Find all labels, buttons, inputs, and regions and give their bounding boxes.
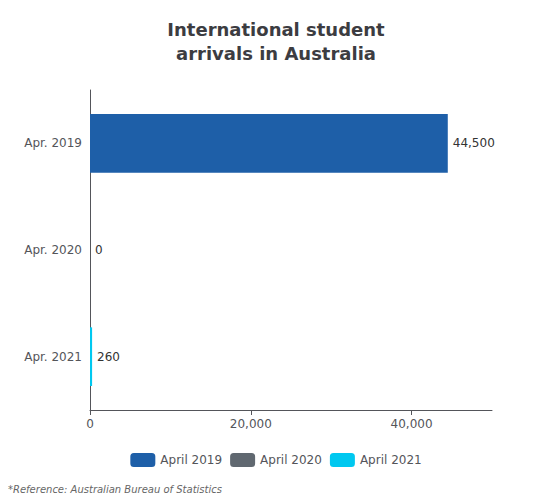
svg-text:Apr. 2019: Apr. 2019 — [24, 136, 82, 150]
svg-text:0: 0 — [95, 243, 103, 257]
svg-text:Apr. 2021: Apr. 2021 — [24, 350, 82, 364]
svg-text:April 2019: April 2019 — [160, 453, 222, 467]
svg-text:20,000: 20,000 — [230, 417, 272, 431]
svg-text:260: 260 — [97, 350, 120, 364]
svg-text:Apr. 2020: Apr. 2020 — [24, 243, 82, 257]
svg-text:44,500: 44,500 — [453, 136, 495, 150]
svg-text:40,000: 40,000 — [391, 417, 433, 431]
svg-text:*Reference: Australian Bureau: *Reference: Australian Bureau of Statist… — [8, 484, 222, 495]
svg-text:arrivals in Australia: arrivals in Australia — [176, 43, 376, 64]
svg-text:0: 0 — [86, 417, 94, 431]
svg-text:International student: International student — [167, 19, 385, 40]
svg-text:April 2020: April 2020 — [260, 453, 322, 467]
svg-text:April 2021: April 2021 — [360, 453, 422, 467]
